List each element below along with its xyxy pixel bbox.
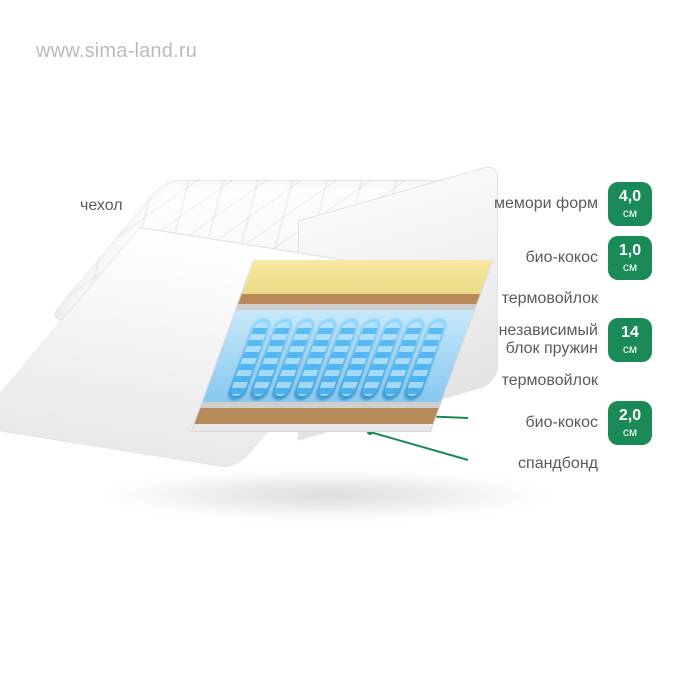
callout-label: био-кокос	[526, 414, 598, 432]
watermark: www.sima-land.ru	[36, 40, 197, 63]
callout-row: термовойлок	[422, 372, 652, 390]
callout-label: био-кокос	[526, 249, 598, 267]
callout-row: био-кокос 2,0см	[422, 401, 652, 445]
callout-row: спандбонд	[422, 455, 652, 473]
thickness-badge: 2,0см	[608, 401, 652, 445]
callouts: мемори форм 4,0см био-кокос 1,0см термов…	[422, 182, 652, 473]
thickness-badge: 4,0см	[608, 182, 652, 226]
callout-label: независимыйблок пружин	[499, 322, 598, 359]
callout-label: спандбонд	[518, 455, 598, 473]
thickness-badge: 14см	[608, 318, 652, 362]
callout-row: мемори форм 4,0см	[422, 182, 652, 226]
callout-label: мемори форм	[494, 195, 598, 213]
callout-row: био-кокос 1,0см	[422, 236, 652, 280]
layer-spunbond	[191, 424, 434, 432]
layer-bio-kokos-bottom	[194, 408, 440, 424]
callout-row: независимыйблок пружин 14см	[422, 318, 652, 362]
callout-label: термовойлок	[502, 372, 598, 390]
page: www.sima-land.ru чехол	[0, 0, 700, 700]
thickness-badge: 1,0см	[608, 236, 652, 280]
callout-row: термовойлок	[422, 290, 652, 308]
callout-label: термовойлок	[502, 290, 598, 308]
